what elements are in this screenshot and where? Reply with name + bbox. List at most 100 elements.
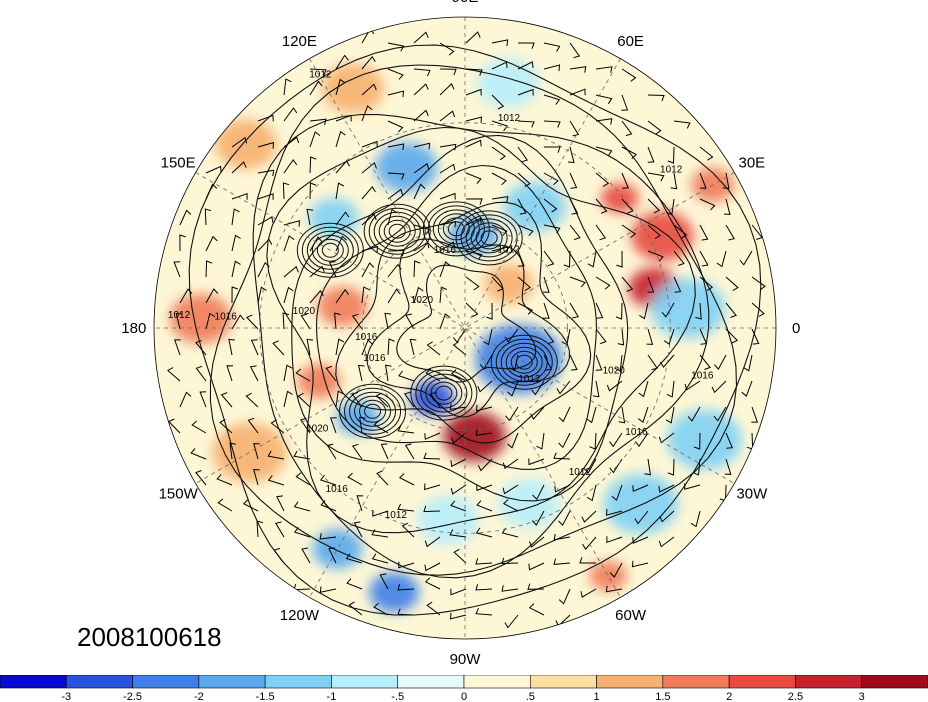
wind-barb — [476, 500, 493, 512]
wind-barb — [387, 42, 405, 52]
wind-barb — [413, 224, 431, 235]
wind-barb — [401, 522, 415, 538]
wind-barb — [667, 458, 675, 476]
wind-barb — [379, 573, 389, 590]
contour-label: 1020 — [306, 423, 329, 434]
wind-barb — [319, 533, 337, 540]
wind-barb — [204, 208, 212, 226]
wind-barb — [665, 406, 675, 424]
contour-label: 1016 — [691, 370, 714, 381]
longitude-label: 150E — [161, 154, 196, 171]
wind-barb — [543, 328, 555, 345]
wind-barb — [614, 354, 623, 372]
contour-label: 1020 — [603, 365, 626, 376]
wind-barb — [275, 521, 285, 538]
wind-barb — [372, 509, 389, 517]
wind-barb — [647, 146, 655, 163]
wind-barbs — [167, 28, 766, 629]
wind-barb — [397, 583, 415, 591]
wind-barb — [684, 380, 701, 391]
wind-barb — [413, 286, 424, 304]
wind-barb — [398, 370, 415, 382]
wind-barb — [425, 368, 441, 382]
wind-barb — [609, 432, 623, 448]
wind-barb — [219, 418, 233, 434]
contour-label: 1016 — [625, 427, 648, 438]
wind-barb — [319, 474, 337, 486]
anomaly-blob — [297, 363, 341, 399]
wind-barb — [479, 354, 493, 370]
wind-barb — [385, 364, 392, 382]
wind-barb — [556, 380, 571, 395]
wind-barb — [283, 136, 300, 148]
wind-barb — [309, 265, 325, 278]
wind-barb — [253, 469, 260, 486]
wind-barb — [283, 159, 298, 174]
wind-barb — [465, 217, 482, 226]
wind-barb — [195, 470, 207, 486]
longitude-label: 90W — [450, 651, 482, 668]
wind-barb — [451, 432, 467, 444]
wind-barb — [586, 484, 597, 502]
wind-barb — [361, 245, 378, 253]
wind-barb — [257, 238, 273, 252]
low-pressure-contour — [425, 377, 463, 409]
wind-barb — [647, 354, 658, 371]
wind-barb — [667, 146, 675, 164]
wind-barb — [569, 42, 581, 59]
anomaly-blob — [667, 409, 742, 470]
anomaly-blob — [417, 495, 480, 545]
low-pressure-contour — [311, 234, 349, 266]
contour-label: 1016 — [326, 484, 349, 495]
wind-barb — [439, 192, 456, 200]
wind-barb — [621, 276, 634, 292]
wind-barb — [531, 380, 545, 396]
wind-barb — [351, 391, 363, 408]
wind-barb — [413, 142, 431, 150]
contour-label: 1016 — [215, 312, 238, 323]
low-pressure-contour — [490, 334, 558, 390]
wind-barb — [283, 265, 299, 278]
wind-barb — [638, 380, 649, 398]
longitude-label: 0 — [792, 320, 800, 337]
wind-barb — [231, 260, 241, 278]
low-pressure-contour — [373, 211, 421, 251]
wind-barb — [569, 354, 578, 371]
longitude-label: 120W — [280, 607, 320, 624]
wind-barb — [300, 313, 311, 330]
wind-barb — [356, 495, 364, 512]
wind-barb — [452, 341, 467, 356]
contour-label: 1012 — [518, 374, 541, 385]
wind-barb — [465, 250, 483, 260]
wind-barb — [387, 143, 405, 151]
wind-barb — [713, 406, 727, 422]
wind-barb — [205, 235, 218, 252]
colorbar-tick-label: -2 — [194, 691, 204, 702]
wind-barb — [692, 458, 701, 476]
colorbar-boxes — [0, 675, 928, 689]
wind-barb — [507, 380, 519, 397]
wind-barb — [475, 584, 493, 591]
wind-barb — [699, 172, 707, 189]
wind-barb — [205, 165, 222, 174]
wind-barb — [282, 182, 290, 200]
wind-barb — [491, 39, 509, 46]
longitude-label: 180 — [121, 320, 146, 337]
colorbar-tick-label: 1 — [594, 691, 600, 702]
colorbar-swatch — [463, 675, 531, 689]
wind-barb — [532, 484, 545, 501]
wind-barb — [751, 224, 763, 240]
wind-barb — [751, 302, 765, 317]
wind-barb — [231, 136, 248, 148]
wind-barb — [739, 250, 753, 266]
wind-barb — [247, 417, 259, 434]
wind-barb — [558, 406, 571, 423]
wind-barb — [319, 586, 337, 593]
wind-barb — [179, 391, 192, 408]
wind-barb — [581, 510, 597, 523]
low-pressure-contour — [410, 365, 478, 421]
wind-barb — [595, 328, 607, 345]
wind-barb — [439, 261, 451, 278]
wind-barb — [387, 208, 398, 226]
